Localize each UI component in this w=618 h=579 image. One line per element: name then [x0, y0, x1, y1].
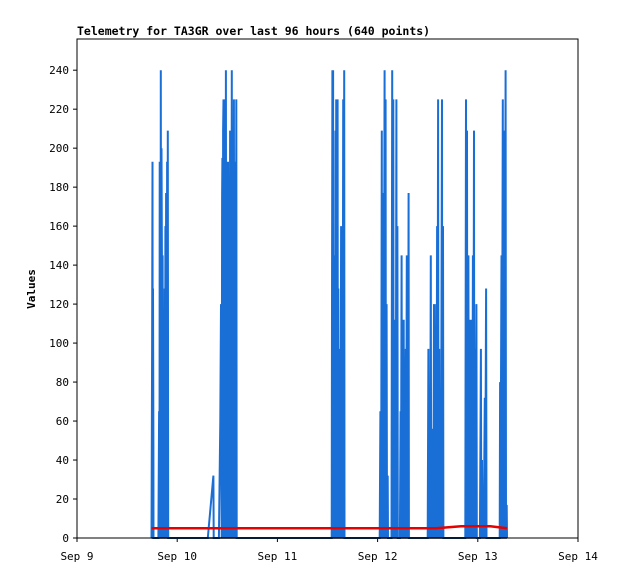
x-tick-label: Sep 14 — [558, 550, 598, 563]
y-tick-label: 80 — [56, 376, 69, 389]
y-tick-label: 180 — [49, 181, 69, 194]
y-tick-label: 120 — [49, 298, 69, 311]
x-tick-label: Sep 12 — [358, 550, 398, 563]
y-tick-label: 100 — [49, 337, 69, 350]
y-axis-label: Values — [25, 269, 38, 309]
chart-title: Telemetry for TA3GR over last 96 hours (… — [77, 24, 430, 38]
y-tick-label: 240 — [49, 64, 69, 77]
y-tick-label: 0 — [62, 532, 69, 545]
y-tick-label: 20 — [56, 493, 69, 506]
y-tick-label: 40 — [56, 454, 69, 467]
x-tick-label: Sep 10 — [157, 550, 197, 563]
y-tick-label: 140 — [49, 259, 69, 272]
y-tick-label: 220 — [49, 103, 69, 116]
x-tick-label: Sep 9 — [60, 550, 93, 563]
x-tick-label: Sep 11 — [258, 550, 298, 563]
telemetry-series-red — [151, 525, 508, 530]
y-tick-label: 60 — [56, 415, 69, 428]
axes: 0 20 40 60 80 100 120 140 160 180 200 220 240 Sep 9 Se… — [49, 64, 598, 563]
telemetry-series-blue — [150, 70, 508, 539]
y-tick-label: 200 — [49, 142, 69, 155]
plot-frame — [76, 38, 579, 539]
y-tick-label: 160 — [49, 220, 69, 233]
x-tick-label: Sep 13 — [458, 550, 498, 563]
